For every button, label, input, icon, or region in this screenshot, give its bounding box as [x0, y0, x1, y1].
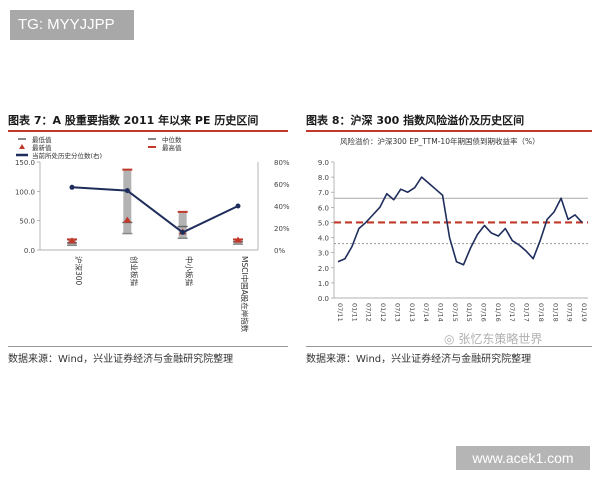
x-tick-label: 07/18 [537, 303, 545, 322]
x-tick-label: 07/15 [451, 303, 459, 322]
legend-label: 中位数 [162, 135, 182, 144]
figure8-title: 图表 8：沪深 300 指数风险溢价及历史区间 [306, 114, 525, 127]
site-watermark: www.acek1.com [456, 446, 590, 470]
y-tick-label: 9.0 [318, 159, 329, 167]
category-label: MSCI中国A股在岸指数 [240, 256, 250, 333]
percentile-point [235, 203, 241, 209]
y-tick-label: 8.0 [318, 174, 329, 182]
x-tick-label: 01/17 [523, 303, 531, 322]
y-tick-label: 6.0 [318, 204, 329, 212]
legend-marker-triangle [19, 144, 25, 149]
x-tick-label: 01/14 [436, 303, 444, 322]
range-bar [178, 211, 187, 239]
latest-marker [68, 237, 76, 244]
legend-label: 当前所处历史分位数(右) [32, 151, 102, 160]
x-tick-label: 07/13 [393, 303, 401, 322]
y2-tick-label: 60% [274, 181, 290, 189]
figure8-source: 数据来源：Wind，兴业证券经济与金融研究院整理 [306, 354, 532, 365]
y-tick-label: 150.0 [15, 159, 35, 167]
figure7-bottom-rule [8, 346, 288, 347]
x-tick-label: 01/12 [379, 303, 387, 322]
y2-tick-label: 20% [274, 225, 290, 233]
x-tick-label: 01/16 [494, 303, 502, 322]
wechat-logo: ◎ 张忆东策略世界 [444, 330, 542, 347]
x-tick-label: 07/17 [508, 303, 516, 322]
risk-premium-chart: 风险溢价：沪深300 EP_TTM-10年期国债到期收益率（%） 0.0 1.0 2.… [318, 136, 588, 322]
y-tick-label: 0.0 [318, 295, 329, 303]
percentile-point [69, 184, 75, 190]
legend-label: 最高值 [162, 143, 182, 152]
x-tick-label: 07/14 [422, 303, 430, 322]
percentile-point [180, 229, 186, 235]
figure8-bottom-rule [306, 346, 592, 347]
x-tick-label: 01/13 [408, 303, 416, 322]
y-tick-label: 100.0 [15, 188, 35, 196]
y-tick-label: 50.0 [19, 218, 35, 226]
tg-badge: TG: MYYJJPP [10, 10, 134, 40]
wechat-icon: ◎ [444, 332, 455, 346]
category-label: 沪深300 [74, 256, 84, 286]
x-tick-label: 01/19 [580, 303, 588, 322]
category-label: 中小板指 [185, 256, 195, 286]
y2-tick-label: 40% [274, 203, 290, 211]
y2-tick-label: 80% [274, 159, 290, 167]
x-tick-label: 01/18 [551, 303, 559, 322]
y-tick-label: 3.0 [318, 250, 329, 258]
x-tick-label: 01/15 [465, 303, 473, 322]
wechat-logo-text: 张忆东策略世界 [458, 332, 543, 346]
figure8-title-rule [306, 130, 592, 132]
figure7-source: 数据来源：Wind，兴业证券经济与金融研究院整理 [8, 354, 234, 365]
figure7-title-rule [8, 130, 288, 132]
percentile-point [124, 188, 130, 194]
x-tick-label: 07/16 [480, 303, 488, 322]
percentile-line [71, 186, 239, 234]
figure7-title: 图表 7：A 股重要指数 2011 年以来 PE 历史区间 [8, 114, 259, 127]
category-label: 创业板指 [129, 256, 139, 286]
latest-marker [234, 236, 242, 243]
risk-premium-line [337, 176, 583, 266]
x-tick-label: 07/11 [336, 303, 344, 322]
legend-label: 最新值 [32, 143, 52, 152]
y-tick-label: 7.0 [318, 189, 329, 197]
y2-tick-label: 0% [274, 247, 285, 255]
y-tick-label: 0.0 [24, 247, 35, 255]
x-tick-label: 01/11 [350, 303, 358, 322]
chart-title: 风险溢价：沪深300 EP_TTM-10年期国债到期收益率（%） [340, 136, 540, 146]
latest-marker [123, 216, 132, 223]
legend-label: 最低值 [32, 135, 52, 144]
y-tick-label: 2.0 [318, 265, 329, 273]
x-tick-label: 07/19 [566, 303, 574, 322]
y-tick-label: 4.0 [318, 235, 329, 243]
range-bar [123, 169, 132, 234]
x-tick-label: 07/12 [365, 303, 373, 322]
y-tick-label: 1.0 [318, 280, 329, 288]
y-tick-label: 5.0 [318, 219, 329, 227]
